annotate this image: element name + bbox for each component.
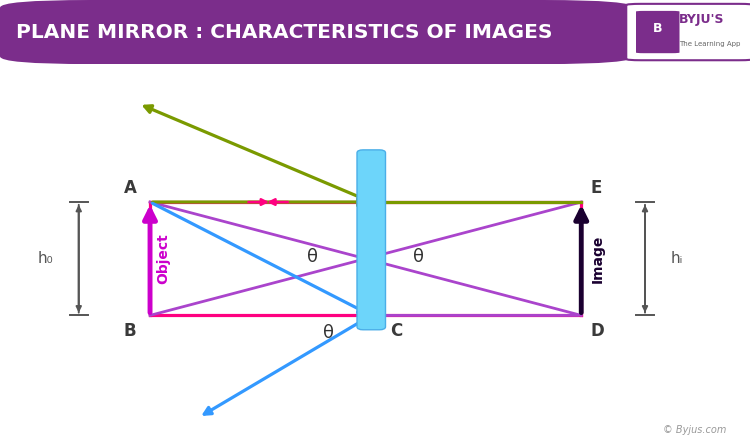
Text: h₀: h₀ — [38, 251, 52, 266]
Text: Object: Object — [157, 233, 170, 284]
Text: E: E — [590, 179, 602, 197]
Text: θ: θ — [322, 324, 334, 342]
Text: Image: Image — [591, 235, 604, 283]
FancyBboxPatch shape — [626, 4, 750, 60]
Text: A: A — [124, 179, 136, 197]
FancyBboxPatch shape — [357, 150, 386, 330]
Text: BYJU'S: BYJU'S — [679, 13, 724, 26]
Text: B: B — [124, 322, 136, 340]
Text: © Byjus.com: © Byjus.com — [663, 425, 726, 435]
Text: hᵢ: hᵢ — [670, 251, 682, 266]
Text: B: B — [653, 23, 662, 35]
FancyBboxPatch shape — [0, 0, 634, 64]
Text: D: D — [590, 322, 604, 340]
Text: PLANE MIRROR : CHARACTERISTICS OF IMAGES: PLANE MIRROR : CHARACTERISTICS OF IMAGES — [16, 23, 553, 42]
Text: θ: θ — [308, 248, 319, 267]
Text: C: C — [390, 322, 402, 340]
FancyBboxPatch shape — [636, 11, 680, 53]
Text: θ: θ — [413, 248, 424, 267]
Text: The Learning App: The Learning App — [679, 41, 740, 46]
